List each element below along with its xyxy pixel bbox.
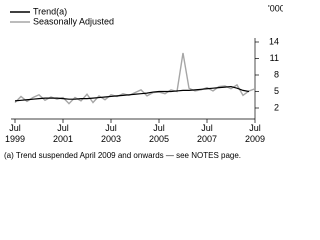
series-line [14, 85, 250, 102]
y-tick-label: 11 [270, 53, 279, 63]
y-tick-label: 5 [274, 86, 279, 96]
chart-canvas: '000 2 5 8 11 14 Trend(a)Seasonally Adjusted [10, 3, 283, 123]
y-unit: '000 [268, 3, 283, 13]
x-tick-label: Jul 2009 [244, 123, 266, 144]
x-tick-label: Jul 1999 [4, 123, 26, 144]
x-tick-label: Jul 2005 [148, 123, 170, 144]
y-tick-label: 14 [269, 36, 279, 46]
chart: '000 2 5 8 11 14 Trend(a) Seasonally Adjusted … [4, 3, 283, 160]
legend-label: Seasonally Adjusted [33, 16, 114, 26]
y-tick-label: 8 [274, 69, 279, 79]
footnote: (a) Trend suspended April 2009 and onwar… [4, 151, 242, 160]
x-tick-label: Jul 2001 [52, 123, 74, 144]
x-tick-label: Jul 2007 [196, 123, 218, 144]
legend-label: Trend(a) [33, 6, 67, 16]
y-tick-label: 2 [274, 102, 279, 112]
x-tick-label: Jul 2003 [100, 123, 122, 144]
series-line [14, 52, 256, 105]
